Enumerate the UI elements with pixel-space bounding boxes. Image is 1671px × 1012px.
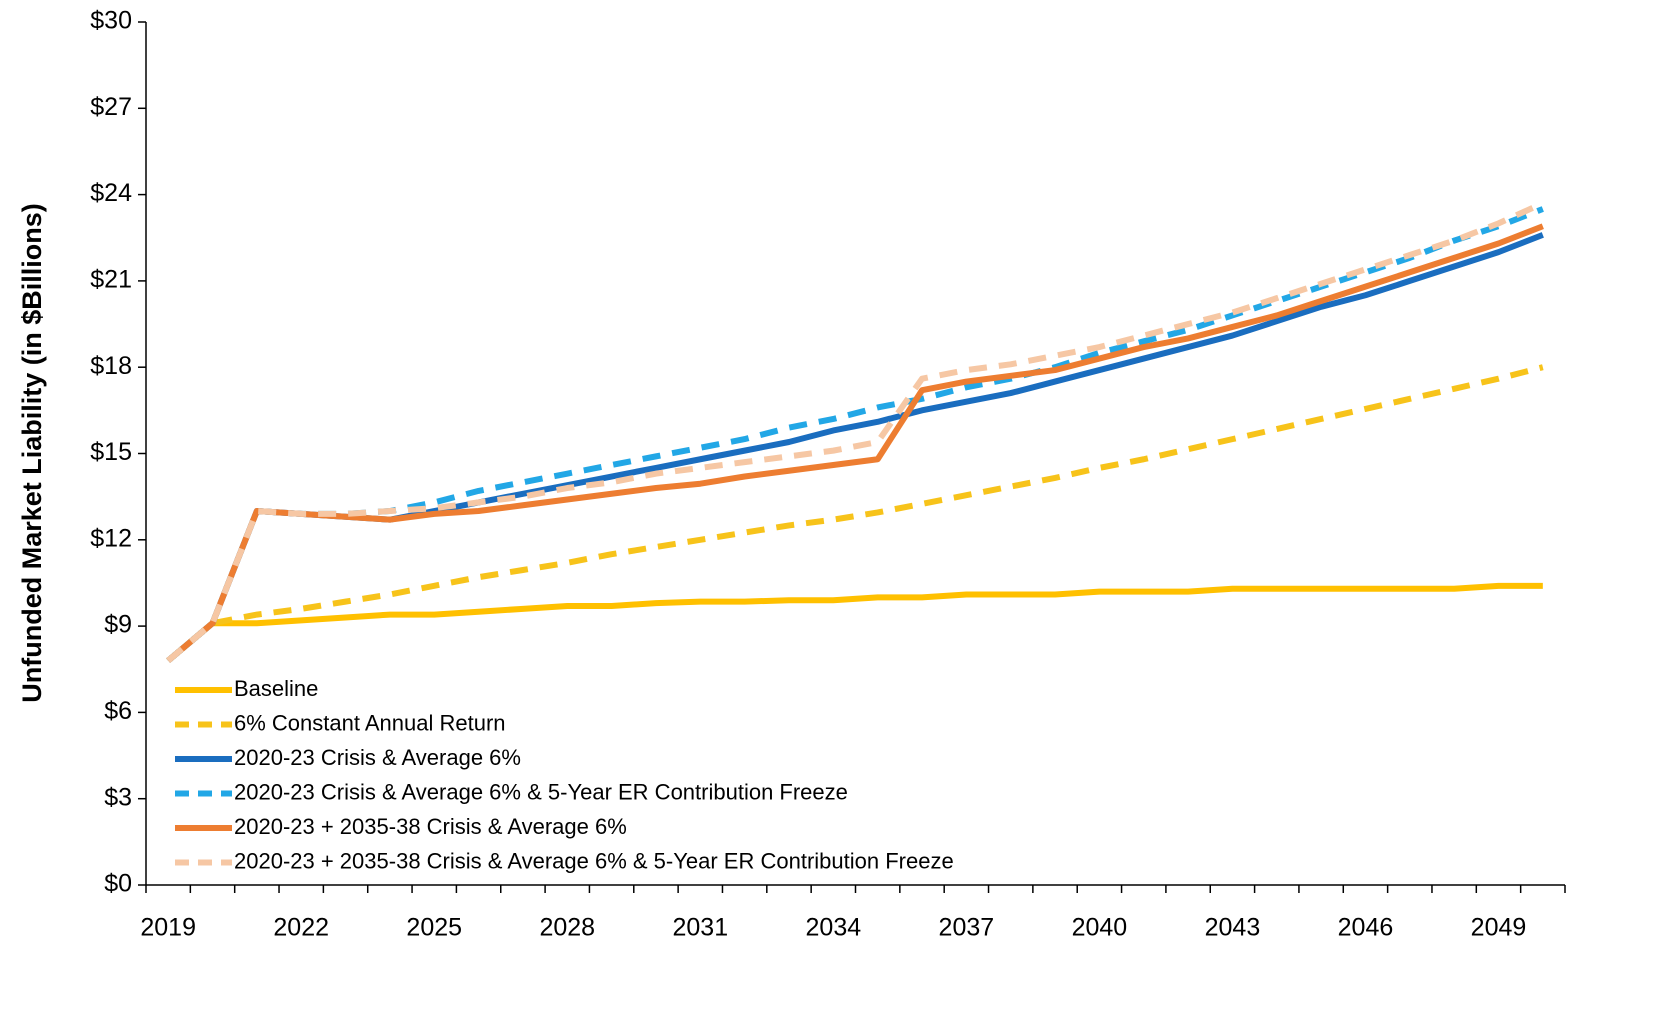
series-line bbox=[166, 582, 1543, 663]
legend-label: Baseline bbox=[234, 676, 318, 701]
y-tick-label: $24 bbox=[90, 179, 132, 207]
x-tick-label: 2031 bbox=[672, 914, 728, 942]
y-tick-label: $18 bbox=[90, 352, 132, 380]
legend-label: 2020-23 + 2035-38 Crisis & Average 6% bbox=[234, 814, 627, 839]
x-tick-label: 2028 bbox=[539, 914, 595, 942]
series-line bbox=[166, 223, 1544, 663]
y-axis-label: Unfunded Market Liability (in $Billions) bbox=[17, 203, 47, 703]
x-tick-label: 2019 bbox=[140, 914, 196, 942]
legend-label: 2020-23 + 2035-38 Crisis & Average 6% & … bbox=[234, 848, 954, 873]
x-tick-label: 2049 bbox=[1471, 914, 1527, 942]
y-tick-label: $12 bbox=[90, 524, 132, 552]
legend-label: 6% Constant Annual Return bbox=[234, 710, 506, 735]
y-tick-label: $9 bbox=[104, 611, 132, 639]
series-line bbox=[166, 206, 1544, 663]
y-tick-label: $30 bbox=[90, 7, 132, 35]
series-line bbox=[166, 200, 1545, 663]
y-tick-label: $21 bbox=[90, 266, 132, 294]
y-tick-label: $6 bbox=[104, 697, 132, 725]
x-tick-label: 2037 bbox=[939, 914, 995, 942]
x-tick-label: 2046 bbox=[1338, 914, 1394, 942]
x-tick-label: 2022 bbox=[273, 914, 329, 942]
y-tick-label: $15 bbox=[90, 438, 132, 466]
series-line bbox=[166, 364, 1544, 663]
x-tick-label: 2040 bbox=[1072, 914, 1128, 942]
legend-label: 2020-23 Crisis & Average 6% bbox=[234, 745, 521, 770]
x-tick-label: 2034 bbox=[806, 914, 862, 942]
y-tick-label: $0 bbox=[104, 870, 132, 898]
x-tick-label: 2025 bbox=[406, 914, 462, 942]
x-tick-label: 2043 bbox=[1205, 914, 1261, 942]
y-tick-label: $3 bbox=[104, 783, 132, 811]
y-tick-label: $27 bbox=[90, 93, 132, 121]
legend-label: 2020-23 Crisis & Average 6% & 5-Year ER … bbox=[234, 779, 848, 804]
